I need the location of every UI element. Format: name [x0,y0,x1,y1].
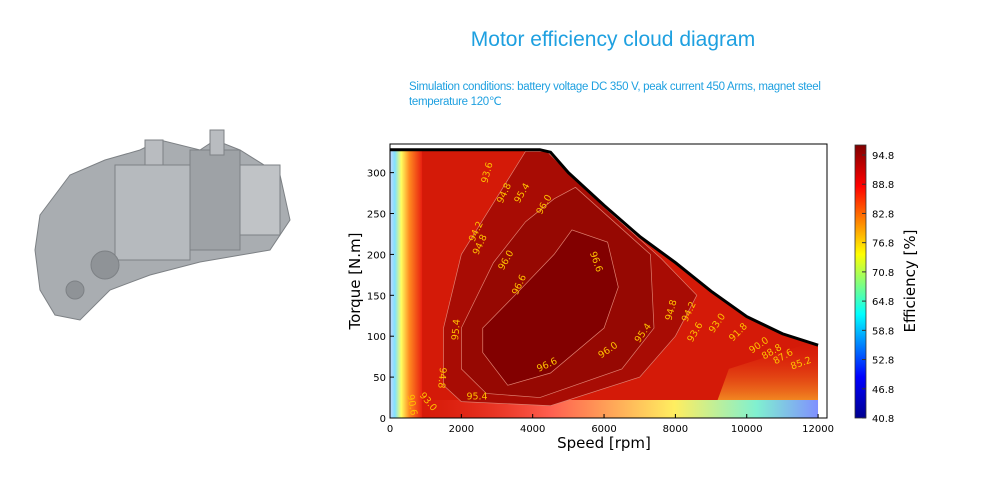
colorbar-tick-label: 46.8 [872,385,894,396]
plot-frame [389,143,828,419]
efficiency-field [390,149,819,418]
contour-label: 93.6 [479,161,495,184]
contour-label: 90.6 [404,394,419,417]
x-tick-label: 2000 [449,424,474,435]
contour-label: 95.4 [466,392,487,403]
colorbar-tick-label: 58.8 [872,326,894,337]
y-tick-label: 250 [367,210,386,221]
contour-region-96-6 [482,229,619,386]
colorbar-label: Efficiency [%] [901,230,919,333]
region-low-speed [390,149,423,418]
x-tick-label: 10000 [731,424,763,435]
x-tick-label: 12000 [802,424,834,435]
region-high-speed-low-torque [711,340,819,418]
y-tick-label: 50 [373,373,386,384]
colorbar-tick-label: 94.8 [872,151,894,162]
y-tick-label: 0 [380,414,386,425]
colorbar-tick-label: 88.8 [872,180,894,191]
x-axis-label: Speed [rpm] [557,434,651,452]
x-tick-label: 4000 [520,424,545,435]
simulation-conditions: Simulation conditions: battery voltage D… [409,81,821,108]
y-axis-label: Torque [N.m] [346,232,364,330]
y-tick-label: 300 [367,169,386,180]
torque-envelope-line [390,148,819,347]
region-low-torque [407,400,819,418]
y-tick-label: 150 [367,291,386,302]
contour-label: 94.8 [664,299,680,322]
colorbar [854,144,867,419]
x-tick-label: 0 [387,424,393,435]
y-tick-label: 200 [367,250,386,261]
colorbar-tick-label: 40.8 [872,414,894,425]
colorbar-tick-label: 52.8 [872,356,894,367]
page-title: Motor efficiency cloud diagram [470,28,756,51]
colorbar-tick-label: 76.8 [872,239,894,250]
contour-label: 95.4 [450,319,463,341]
y-tick-label: 100 [367,332,386,343]
colorbar-tick-label: 82.8 [872,209,894,220]
contour-label: 94.8 [435,367,448,389]
x-tick-label: 8000 [663,424,688,435]
colorbar-tick-label: 64.8 [872,297,894,308]
x-tick-label: 6000 [591,424,616,435]
colorbar-tick-label: 70.8 [872,268,894,279]
